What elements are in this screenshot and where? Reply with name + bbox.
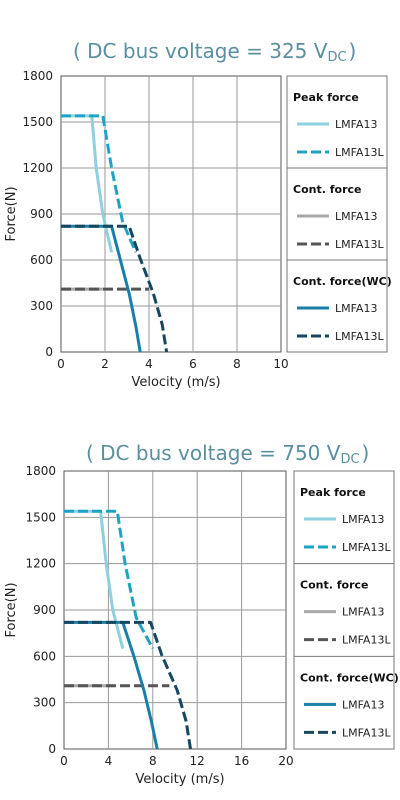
x-tick-label: 2 xyxy=(101,357,109,371)
chart-panel-325v: ( DC bus voltage = 325 VDC) 0 2 4 6 8 10 0 300 60… xyxy=(4,39,392,390)
x-axis-label: Velocity (m/s) xyxy=(135,772,224,787)
y-tick-label: 900 xyxy=(33,603,56,617)
y-axis-label: Force(N) xyxy=(4,186,19,241)
legend-group-title: Cont. force(WC) xyxy=(300,671,399,684)
y-tick-label: 300 xyxy=(33,696,56,710)
legend-group-title: Peak force xyxy=(293,91,359,104)
legend-item-label: LMFA13L xyxy=(342,726,391,739)
title-close-paren: ) xyxy=(349,39,357,63)
legend-group-title: Cont. force xyxy=(300,579,368,592)
x-tick-label: 10 xyxy=(273,357,288,371)
y-tick-label: 0 xyxy=(48,742,56,756)
series-line-6 xyxy=(61,224,169,353)
legend-item-label: LMFA13 xyxy=(342,606,384,619)
title-close-paren: ) xyxy=(362,441,370,465)
legend-item-label: LMFA13 xyxy=(342,513,384,526)
legend-item-label: LMFA13 xyxy=(335,302,377,315)
y-tick-label: 1200 xyxy=(25,557,56,571)
chart-panel-750v: ( DC bus voltage = 750 VDC) 0 4 8 12 16 20 0 300… xyxy=(0,396,400,796)
series-line-6 xyxy=(64,620,192,750)
x-tick-label: 4 xyxy=(145,357,153,371)
x-tick-label: 0 xyxy=(57,357,65,371)
x-tick-label: 8 xyxy=(233,357,241,371)
y-tick-label: 1500 xyxy=(25,510,56,524)
x-tick-label: 16 xyxy=(234,754,249,768)
legend-group-title: Cont. force xyxy=(293,183,361,196)
x-tick-label: 4 xyxy=(105,754,113,768)
x-tick-label: 12 xyxy=(190,754,205,768)
legend-item-label: LMFA13 xyxy=(335,210,377,223)
series-line-2 xyxy=(64,509,155,650)
chart-750v: ( DC bus voltage = 750 VDC) 0 4 8 12 16 20 0 300… xyxy=(4,441,399,787)
title-voltage-subscript: DC xyxy=(327,50,346,65)
chart-title-line2: ( DC bus voltage = 325 VDC) xyxy=(73,39,356,65)
legend-box xyxy=(293,470,395,750)
legend-item-label: LMFA13L xyxy=(335,238,384,251)
legend-item-label: LMFA13L xyxy=(342,634,391,647)
y-tick-label: 600 xyxy=(33,649,56,663)
x-tick-label: 8 xyxy=(149,754,157,768)
legend-box xyxy=(286,75,388,353)
legend-item-label: LMFA13L xyxy=(335,146,384,159)
y-tick-label: 1800 xyxy=(22,69,53,83)
y-axis-label: Force(N) xyxy=(4,582,19,637)
legend-item-label: LMFA13L xyxy=(342,541,391,554)
x-tick-label: 6 xyxy=(189,357,197,371)
title-voltage-text: ( DC bus voltage = 325 V xyxy=(73,39,328,63)
chart-title-line2: ( DC bus voltage = 750 VDC) xyxy=(86,441,369,467)
series-line-2 xyxy=(61,114,138,253)
legend-item-label: LMFA13 xyxy=(335,118,377,131)
x-tick-label: 0 xyxy=(60,754,68,768)
y-tick-label: 1800 xyxy=(25,464,56,478)
y-tick-label: 0 xyxy=(45,345,53,359)
y-tick-label: 1500 xyxy=(22,115,53,129)
x-tick-label: 20 xyxy=(278,754,293,768)
title-voltage-subscript: DC xyxy=(340,452,359,467)
legend-item-label: LMFA13L xyxy=(335,330,384,343)
y-tick-label: 900 xyxy=(30,207,53,221)
y-tick-label: 600 xyxy=(30,253,53,267)
y-tick-label: 1200 xyxy=(22,161,53,175)
y-tick-label: 300 xyxy=(30,299,53,313)
chart-325v: ( DC bus voltage = 325 VDC) 0 2 4 6 8 10 0 300 60… xyxy=(4,39,392,390)
legend-item-label: LMFA13 xyxy=(342,698,384,711)
x-axis-label: Velocity (m/s) xyxy=(131,375,220,390)
title-voltage-text: ( DC bus voltage = 750 V xyxy=(86,441,341,465)
legend-group-title: Cont. force(WC) xyxy=(293,275,392,288)
legend-group-title: Peak force xyxy=(300,486,366,499)
